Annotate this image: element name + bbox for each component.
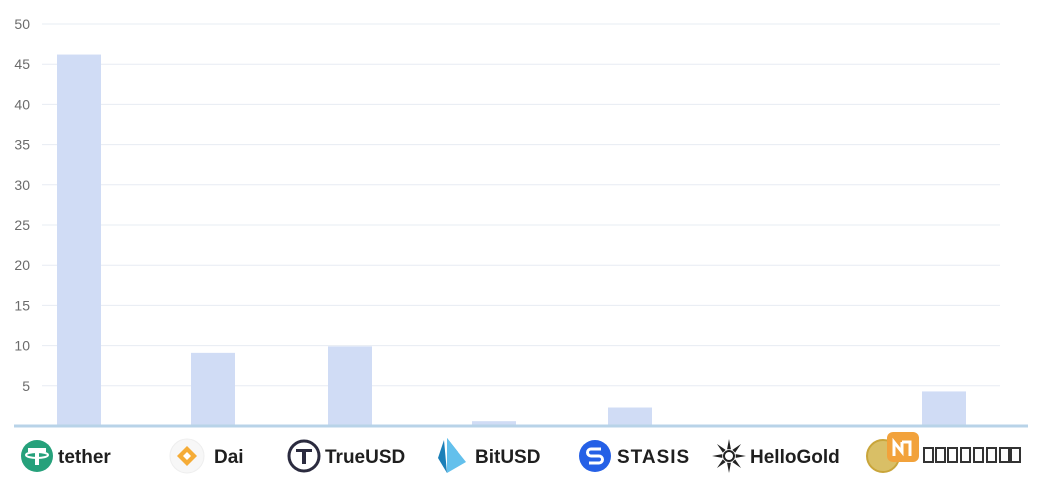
y-tick-label: 50 — [14, 16, 30, 32]
bar-bitusd — [472, 421, 516, 426]
bars — [57, 54, 966, 426]
y-tick-label: 30 — [14, 177, 30, 193]
bar-trueusd — [328, 346, 372, 426]
tether-logo-text: tether — [58, 447, 111, 468]
stasis-s-icon — [579, 440, 611, 472]
bar-dai — [191, 352, 235, 426]
bitusd-logo-text: BitUSD — [475, 447, 540, 468]
y-tick-label: 40 — [14, 96, 30, 112]
tether-icon — [21, 440, 53, 472]
y-tick-label: 10 — [14, 338, 30, 354]
hellogold-star-icon — [712, 439, 746, 473]
y-tick-label: 15 — [14, 297, 30, 313]
bar-xaurum — [922, 391, 966, 426]
y-tick-label: 45 — [14, 56, 30, 72]
y-tick-label: 20 — [14, 257, 30, 273]
trueusd-logo-text: TrueUSD — [325, 447, 405, 468]
y-tick-label: 25 — [14, 217, 30, 233]
y-tick-label: 35 — [14, 137, 30, 153]
dai-logo-text: Dai — [214, 447, 244, 468]
stasis-logo-text: STASIS — [617, 447, 690, 468]
y-axis: 5 10 15 20 25 30 35 40 45 50 — [14, 16, 30, 394]
x-axis-logos: tether Dai TrueUSD BitUSD STASIS HelloGold — [21, 432, 1021, 474]
xaurum-coin-icon — [866, 432, 919, 473]
hellogold-logo-text: HelloGold — [750, 447, 840, 468]
grid-lines — [42, 23, 1000, 387]
y-tick-label: 5 — [22, 378, 30, 394]
bitusd-crystal-icon — [438, 438, 466, 473]
dai-diamond-icon — [169, 438, 205, 474]
bar-stasis — [608, 407, 652, 426]
bar-tether — [57, 54, 101, 426]
xaurum-wordmark — [923, 447, 1021, 463]
trueusd-t-icon — [287, 439, 321, 473]
